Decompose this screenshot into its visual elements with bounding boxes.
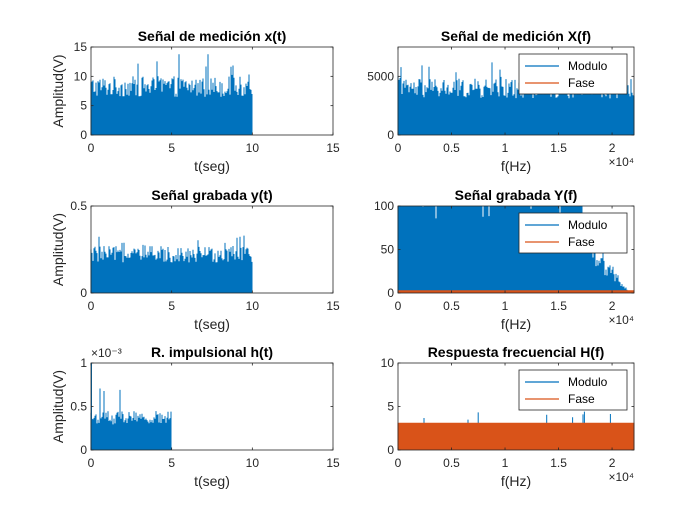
y-axis-label: Amplitud(V): [50, 370, 66, 443]
x-tick-label: 0: [395, 141, 402, 155]
y-tick-label: 10: [74, 69, 88, 83]
x-axis-label: f(Hz): [501, 473, 531, 489]
x-tick-label: 0.5: [443, 299, 460, 313]
x-tick-label: 0: [395, 456, 402, 470]
axes-box: [90, 205, 334, 294]
x-tick-label: 15: [326, 141, 340, 155]
y-tick-label: 0.5: [70, 199, 87, 213]
subplot-2: 0 0.5 1 1.5 2 0 5000 Señal de medición X(f) f(Hz…: [367, 28, 635, 174]
x-exponent-label: ×10⁴: [608, 155, 634, 169]
x-tick-label: 0: [88, 299, 95, 313]
y-tick-label: 0: [387, 443, 394, 457]
series-fase: [397, 422, 635, 450]
x-tick-label: 1.5: [550, 456, 567, 470]
y-axis-label: Amplitud(V): [50, 54, 66, 127]
axes-box: [90, 46, 334, 136]
plot-title: Señal grabada Y(f): [455, 187, 578, 203]
y-tick-label: 0.5: [70, 400, 87, 414]
subplot-5: 0 5 10 15 0 0.5 1 R. impulsional h(t) t(seg) Ampl…: [50, 344, 340, 489]
plot-title: Señal grabada y(t): [151, 187, 272, 203]
x-tick-label: 1: [502, 299, 509, 313]
x-tick-label: 10: [246, 141, 260, 155]
y-tick-label: 15: [74, 40, 88, 54]
subplot-4: 0 0.5 1 1.5 2 0 50 100 Señal grabada Y(f) f(Hz) ×1…: [374, 187, 635, 332]
y-tick-label: 100: [374, 199, 394, 213]
subplot-1: 0 5 10 15 0 5 10 15 Señal de medición x(t) t(seg)…: [50, 28, 340, 174]
legend-label-fase: Fase: [568, 235, 595, 249]
legend-label-fase: Fase: [568, 76, 595, 90]
legend-label-modulo: Modulo: [568, 218, 608, 232]
x-tick-label: 5: [168, 299, 175, 313]
y-exponent-label: ×10⁻³: [91, 346, 122, 360]
y-tick-label: 1: [80, 356, 87, 370]
x-tick-label: 0: [88, 456, 95, 470]
x-tick-label: 2: [609, 141, 616, 155]
plot-title: Señal de medición x(t): [138, 28, 287, 44]
x-tick-label: 10: [246, 456, 260, 470]
x-axis-label: t(seg): [194, 158, 230, 174]
x-tick-label: 0.5: [443, 141, 460, 155]
x-tick-label: 1: [502, 141, 509, 155]
x-exponent-label: ×10⁴: [608, 470, 634, 484]
y-tick-label: 0: [387, 128, 394, 142]
y-tick-label: 5: [80, 99, 87, 113]
y-tick-label: 50: [381, 243, 395, 257]
legend-box: [518, 53, 628, 95]
legend-box: [518, 369, 628, 411]
subplot-3: 0 5 10 15 0 0.5 Señal grabada y(t) t(seg) Amplit…: [50, 187, 340, 332]
plot-title: R. impulsional h(t): [151, 344, 273, 360]
y-tick-label: 5000: [367, 69, 394, 83]
legend-label-modulo: Modulo: [568, 59, 608, 73]
y-tick-label: 10: [381, 356, 395, 370]
y-axis-label: Amplitud(V): [50, 213, 66, 286]
x-tick-label: 15: [326, 456, 340, 470]
y-tick-label: 0: [80, 286, 87, 300]
plot-title: Señal de medición X(f): [441, 28, 591, 44]
x-tick-label: 0: [395, 299, 402, 313]
x-axis-label: t(seg): [194, 316, 230, 332]
x-exponent-label: ×10⁴: [608, 313, 634, 327]
x-tick-label: 1.5: [550, 299, 567, 313]
x-tick-label: 5: [168, 141, 175, 155]
x-tick-label: 2: [609, 456, 616, 470]
legend-label-modulo: Modulo: [568, 375, 608, 389]
x-tick-label: 1: [502, 456, 509, 470]
legend-box: [518, 212, 628, 254]
x-tick-label: 10: [246, 299, 260, 313]
x-tick-label: 15: [326, 299, 340, 313]
y-tick-label: 0: [80, 443, 87, 457]
x-axis-label: t(seg): [194, 473, 230, 489]
legend: Modulo Fase: [518, 53, 628, 95]
axes-box: [397, 46, 635, 136]
x-axis-label: f(Hz): [501, 158, 531, 174]
plot-title: Respuesta frecuencial H(f): [428, 344, 605, 360]
legend: Modulo Fase: [518, 369, 628, 411]
subplot-6: 0 0.5 1 1.5 2 0 5 10 Respuesta frecuencial H(f) f…: [381, 344, 635, 489]
x-axis-label: f(Hz): [501, 316, 531, 332]
series-fase: [397, 290, 635, 293]
x-tick-label: 0.5: [443, 456, 460, 470]
legend: Modulo Fase: [518, 212, 628, 254]
y-tick-label: 0: [387, 286, 394, 300]
x-tick-label: 5: [168, 456, 175, 470]
x-tick-label: 1.5: [550, 141, 567, 155]
legend-label-fase: Fase: [568, 392, 595, 406]
y-tick-label: 0: [80, 128, 87, 142]
y-tick-label: 5: [387, 400, 394, 414]
x-tick-label: 2: [609, 299, 616, 313]
x-tick-label: 0: [88, 141, 95, 155]
